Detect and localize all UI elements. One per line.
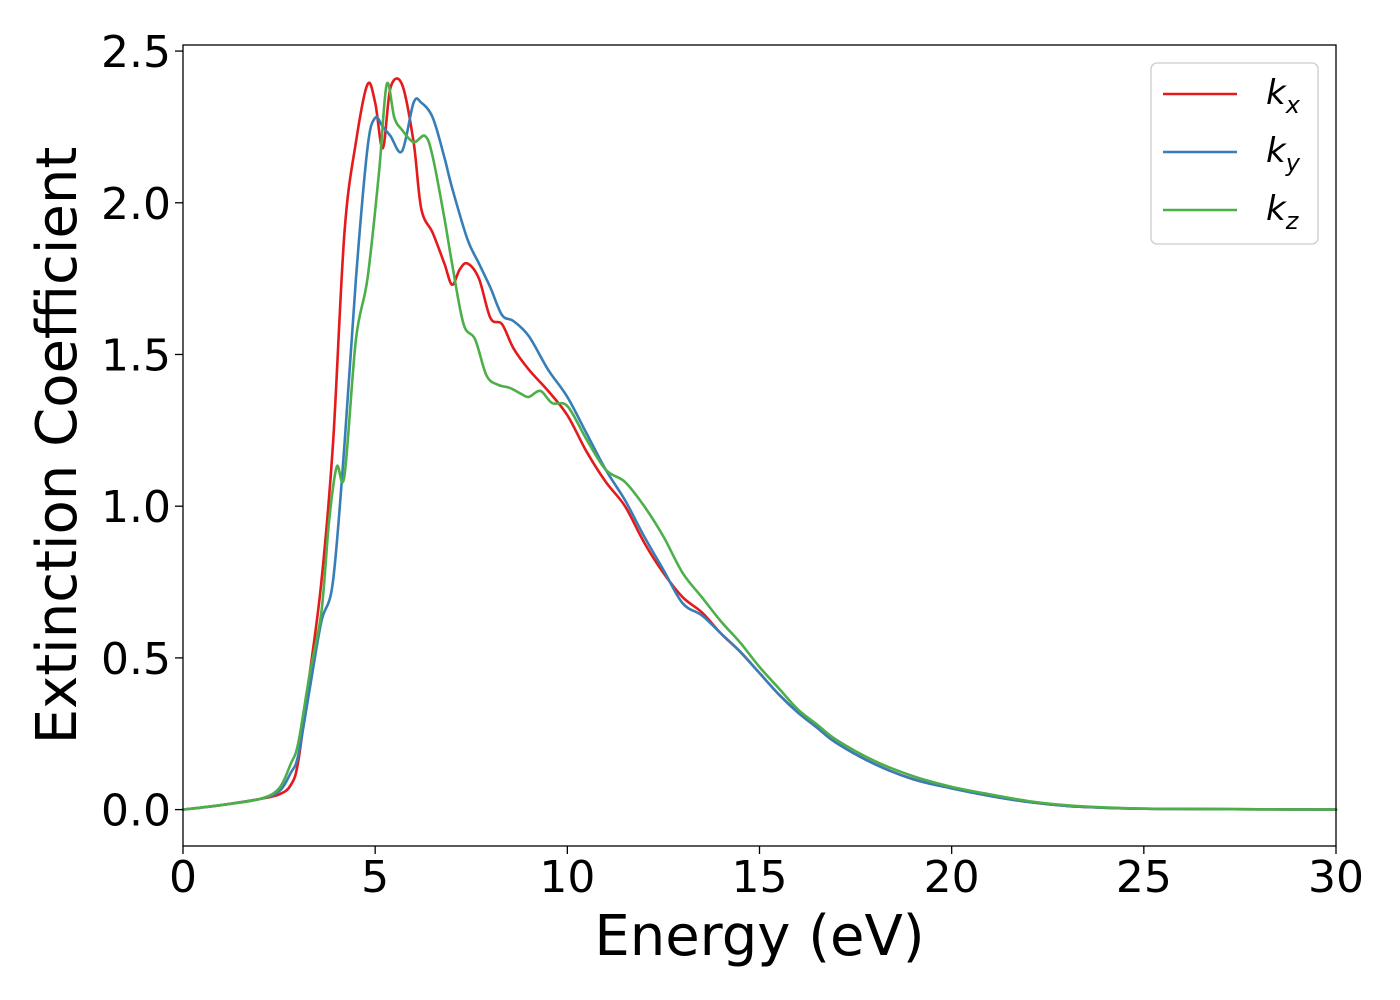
x-tick-label: 0 <box>169 852 197 903</box>
y-axis: 0.0 0.5 1.0 1.5 2.0 2.5 <box>101 27 183 837</box>
legend-box <box>1150 62 1319 245</box>
legend-label-kx: kx <box>1266 73 1301 119</box>
x-tick-label: 10 <box>539 852 595 903</box>
x-axis-title: Energy (eV) <box>594 904 924 969</box>
y-tick-label: 0.5 <box>101 634 171 685</box>
series-line-ky <box>181 97 1338 811</box>
y-tick-label: 2.0 <box>101 179 171 230</box>
series-layer <box>181 77 1338 811</box>
x-tick-label: 5 <box>361 852 389 903</box>
x-tick-label: 20 <box>924 852 980 903</box>
y-tick-label: 2.5 <box>101 27 171 78</box>
series-line-kz <box>181 81 1338 811</box>
x-tick-label: 25 <box>1116 852 1172 903</box>
y-tick-label: 0.0 <box>101 786 171 837</box>
x-axis: 0 5 10 15 20 25 30 <box>169 846 1364 903</box>
y-tick-label: 1.5 <box>101 330 171 381</box>
y-tick-label: 1.0 <box>101 482 171 533</box>
y-axis-title: Extinction Coefficient <box>25 147 90 745</box>
legend: kx ky kz <box>1150 62 1319 245</box>
x-tick-label: 15 <box>732 852 788 903</box>
legend-label-kz: kz <box>1266 189 1300 235</box>
x-tick-label: 30 <box>1308 852 1364 903</box>
legend-label-ky: ky <box>1266 131 1301 177</box>
